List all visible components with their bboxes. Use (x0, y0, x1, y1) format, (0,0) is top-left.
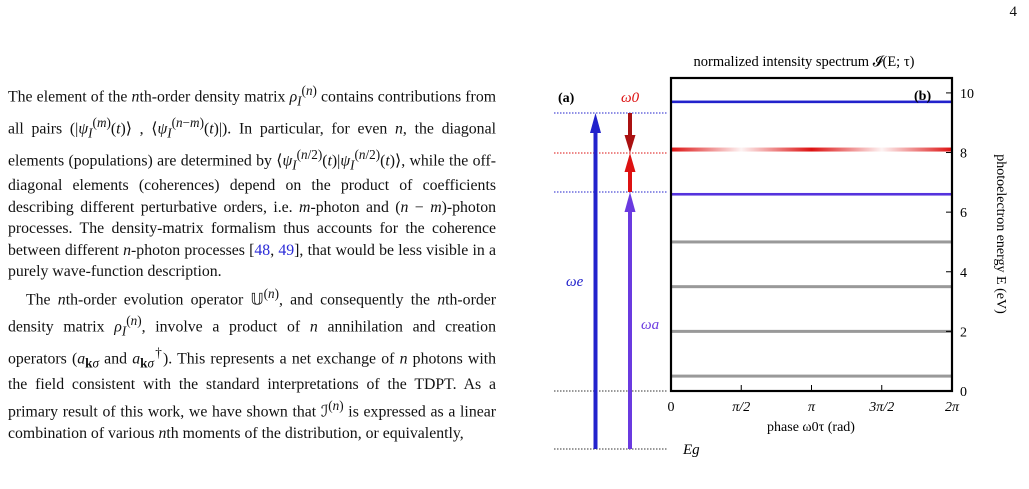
chart-title: normalized intensity spectrum 𝓘(E; τ) (694, 54, 915, 70)
y-tick-label: 2 (960, 325, 967, 340)
spectrum-bands (671, 100, 952, 378)
omega-a-label: ωa (641, 317, 659, 333)
y-axis-label: photoelectron energy E (eV) (993, 154, 1008, 314)
y-tick-label: 8 (960, 147, 967, 162)
spectrum-band-5 (671, 329, 952, 333)
x-axis-label: phase ω0τ (rad) (767, 420, 855, 435)
paragraph-2: The nth-order evolution operator 𝕌(n), a… (8, 285, 497, 442)
red-up-arrow-shaft (628, 168, 632, 192)
paragraph-1: The element of the nth-order density mat… (8, 83, 497, 281)
x-tick-label: π/2 (732, 400, 750, 415)
figure-svg: (a) ω0 ωe ωa Eg normalized intensity spe… (554, 54, 1009, 458)
page-number: 4 (1009, 4, 1018, 20)
red-up-arrow-head (624, 153, 636, 172)
x-axis-ticks: 0 π/2 π 3π/2 2π (668, 385, 960, 415)
red-down-arrow-head (624, 135, 636, 153)
spectrum-band-6 (671, 374, 952, 378)
omega-0-label: ω0 (621, 90, 640, 106)
x-tick-label: 2π (945, 400, 960, 415)
citation-48[interactable]: 48 (254, 241, 271, 259)
y-tick-label: 4 (960, 266, 967, 281)
omega-e-arrow-head (590, 113, 601, 133)
x-tick-label: 3π/2 (868, 400, 894, 415)
panel-a-label: (a) (558, 91, 575, 106)
spectrum-band-1 (671, 147, 952, 152)
ground-energy-label: Eg (682, 442, 700, 458)
plot-frame (669, 76, 954, 393)
y-tick-label: 6 (960, 206, 967, 221)
spectrum-band-4 (671, 285, 952, 289)
panel-b-spectrum: normalized intensity spectrum 𝓘(E; τ) 0 π… (668, 54, 1009, 435)
spectrum-band-2 (671, 192, 952, 196)
spectrum-band-0 (671, 100, 952, 104)
citation-49[interactable]: 49 (278, 241, 295, 259)
x-tick-label: π (808, 400, 816, 415)
red-down-arrow-shaft (628, 113, 632, 139)
omega-e-arrow-shaft (593, 129, 598, 449)
omega-a-arrow-shaft (628, 208, 632, 449)
x-tick-label: 0 (668, 400, 675, 415)
body-text: The element of the nth-order density mat… (8, 80, 496, 444)
spectrum-band-3 (671, 240, 952, 244)
y-axis-ticks: 0 2 4 6 8 10 (946, 87, 974, 400)
panel-b-label: (b) (914, 89, 931, 104)
y-tick-label: 0 (960, 385, 967, 400)
omega-e-label: ωe (566, 274, 584, 290)
panel-a-level-diagram: (a) ω0 ωe ωa Eg (554, 90, 700, 458)
y-tick-label: 10 (960, 87, 974, 102)
omega-a-arrow-head (624, 192, 636, 212)
figure: (a) ω0 ωe ωa Eg normalized intensity spe… (540, 40, 1029, 489)
